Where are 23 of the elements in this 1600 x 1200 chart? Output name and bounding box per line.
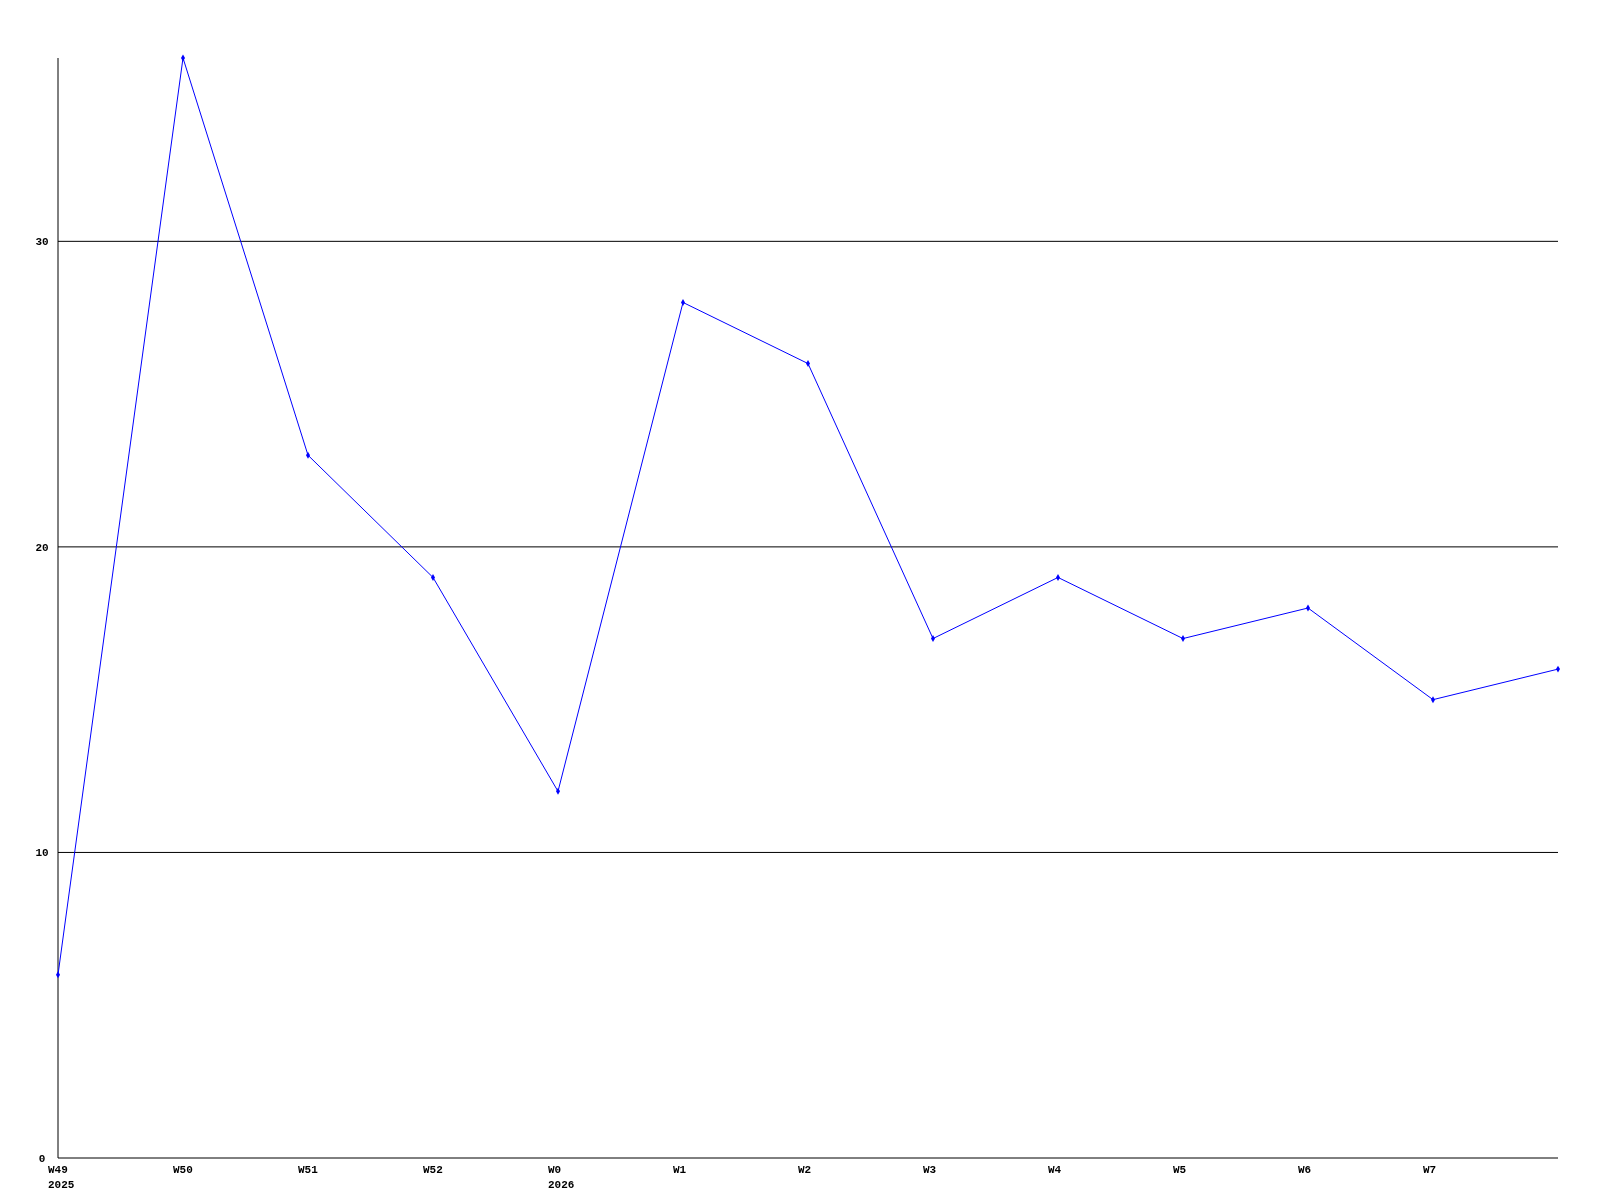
point <box>55 971 61 979</box>
point <box>555 787 561 795</box>
x-tick-label: W50 <box>173 1164 193 1176</box>
point <box>1305 604 1311 612</box>
y-tick-label: 30 <box>35 236 49 249</box>
point <box>1430 696 1436 704</box>
x-tick-label: W6 <box>1298 1164 1312 1176</box>
x-tick-label: W5 <box>1173 1164 1187 1176</box>
y-tick-label: 20 <box>35 541 49 554</box>
x-tick-label: W51 <box>298 1164 319 1176</box>
point <box>305 451 311 459</box>
x-tick-label: W49 2025 <box>48 1164 75 1191</box>
x-tick-label: W3 <box>923 1164 937 1176</box>
point <box>180 54 186 62</box>
x-tick-label: W0 2026 <box>548 1164 575 1191</box>
x-tick-label: W2 <box>798 1164 812 1176</box>
x-tick-label: W7 <box>1423 1164 1437 1176</box>
x-tick-label: W1 <box>673 1164 687 1176</box>
point <box>1555 665 1561 673</box>
x-tick-label: W52 <box>423 1164 443 1176</box>
x-tick-label: W4 <box>1048 1164 1062 1176</box>
y-tick-label: 0 <box>38 1153 46 1165</box>
y-tick-label: 10 <box>35 847 49 860</box>
